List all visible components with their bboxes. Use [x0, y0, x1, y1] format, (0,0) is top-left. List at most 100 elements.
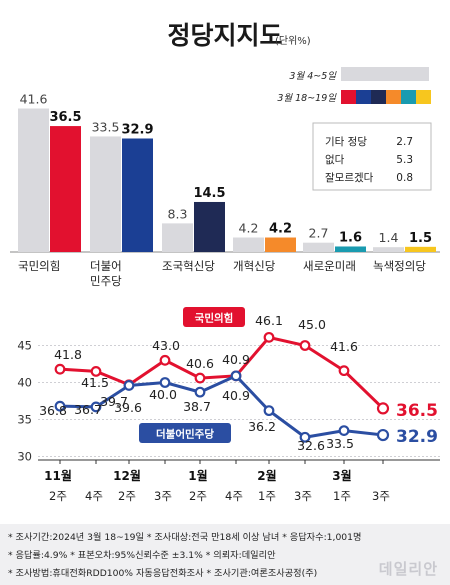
bar-prev-0	[18, 108, 49, 252]
legend-prev-swatch	[341, 67, 429, 81]
x-minor-label-1: 4주	[85, 489, 103, 503]
bar-curr-1	[122, 138, 153, 252]
series-point-1-5	[232, 372, 241, 381]
x-minor-label-3: 3주	[154, 489, 172, 503]
bar-curr-5	[405, 247, 436, 252]
bar-category-label-4-0: 새로운미래	[303, 259, 356, 273]
y-tick-35: 35	[17, 413, 32, 427]
bar-prev-label-2: 8.3	[168, 206, 188, 221]
legend-curr-label: 3월 18~19일	[277, 93, 337, 104]
ppp-value-label-4: 40.6	[186, 356, 214, 371]
series-point-1-2	[125, 381, 134, 390]
watermark-logo: 데일리안	[379, 558, 438, 579]
series-point-0-3	[161, 356, 170, 365]
bar-category-label-2-0: 조국혁신당	[162, 259, 215, 273]
others-box: 기타 정당 2.7 없다 5.3 잘모르겠다 0.8	[313, 123, 431, 190]
x-major-label-0: 11월	[44, 468, 72, 483]
bar-category-label-1-1: 민주당	[90, 274, 122, 288]
legend-prev-label: 3월 4~5일	[289, 71, 337, 82]
bar-curr-4	[335, 246, 366, 252]
bar-prev-label-4: 2.7	[309, 226, 329, 241]
series-point-0-6	[265, 333, 274, 342]
series-point-1-8	[340, 426, 349, 435]
series-point-0-4	[196, 374, 205, 383]
bar-curr-label-4: 1.6	[339, 230, 362, 245]
bar-curr-label-3: 4.2	[269, 222, 292, 237]
x-minor-label-6: 1주	[258, 489, 276, 503]
bar-prev-4	[303, 243, 334, 252]
bar-category-label-0-0: 국민의힘	[18, 259, 60, 273]
ppp-value-label-3: 43.0	[152, 338, 180, 353]
chart-title: 정당지지도	[167, 21, 282, 50]
bar-curr-0	[50, 126, 81, 252]
x-major-label-6: 2월	[257, 468, 276, 483]
dem-value-label-7: 32.6	[297, 438, 325, 453]
bar-prev-1	[90, 136, 121, 252]
legend-swatch-0	[341, 90, 356, 104]
dem-badge-label: 더불어민주당	[156, 428, 214, 441]
legend-swatch-3	[386, 90, 401, 104]
series-point-0-9	[378, 403, 388, 413]
bar-curr-label-5: 1.5	[409, 231, 432, 246]
legend: 3월 4~5일 3월 18~19일	[277, 67, 431, 104]
ppp-badge-label: 국민의힘	[195, 312, 234, 325]
x-minor-label-2: 2주	[118, 489, 136, 503]
bar-category-label-1-0: 더불어	[90, 259, 122, 273]
dem-value-label-2: 39.6	[114, 400, 142, 415]
series-point-1-4	[196, 388, 205, 397]
bar-prev-label-3: 4.2	[239, 221, 259, 236]
ppp-value-label-1: 41.5	[81, 375, 109, 390]
dem-value-label-8: 33.5	[326, 436, 354, 451]
x-minor-label-9: 3주	[372, 489, 390, 503]
footer-line-3: * 조사방법:휴대전화RDD100% 자동응답전화조사 * 조사기관:여론조사공…	[8, 565, 317, 579]
dem-value-label-6: 36.2	[248, 419, 276, 434]
footer-line-2: * 응답률:4.9% * 표본오차:95%신뢰수준 ±3.1% * 의뢰자:데일…	[8, 547, 276, 561]
footer-line-1: * 조사기간:2024년 3월 18~19일 * 조사대상:전국 만18세 이상…	[8, 529, 361, 543]
x-minor-label-4: 2주	[189, 489, 207, 503]
bar-prev-label-0: 41.6	[20, 91, 48, 106]
ppp-last-value: 36.5	[396, 401, 438, 421]
others-value-1: 2.7	[396, 136, 413, 148]
others-value-3: 0.8	[396, 172, 413, 184]
others-value-2: 5.3	[396, 154, 413, 166]
bar-prev-label-5: 1.4	[379, 230, 399, 245]
ppp-value-label-5: 40.9	[222, 352, 250, 367]
ppp-value-label-8: 41.6	[330, 339, 358, 354]
party-support-chart: 정당지지도 (단위%) 3월 4~5일 3월 18~19일 기타 정당 2.7 …	[0, 0, 450, 524]
series-point-1-6	[265, 406, 274, 415]
legend-curr-swatches	[341, 90, 431, 104]
legend-swatch-1	[356, 90, 371, 104]
ppp-value-label-0: 41.8	[54, 347, 82, 362]
footer: * 조사기간:2024년 3월 18~19일 * 조사대상:전국 만18세 이상…	[0, 524, 450, 585]
x-minor-label-5: 4주	[225, 489, 243, 503]
x-major-label-2: 12월	[113, 468, 141, 483]
others-label-2: 없다	[325, 153, 345, 166]
series-point-0-0	[56, 365, 65, 374]
x-minor-label-8: 1주	[333, 489, 351, 503]
bar-curr-label-1: 32.9	[121, 122, 153, 137]
line-chart: 30 35 40 45 41.8 41.5 39.7 43.0 40.6 40.9 46.1 45.0…	[17, 307, 440, 503]
bar-category-label-3-0: 개혁신당	[233, 259, 276, 273]
bar-prev-label-1: 33.5	[92, 119, 120, 134]
bar-curr-label-2: 14.5	[193, 186, 225, 201]
legend-swatch-2	[371, 90, 386, 104]
x-minor-label-0: 2주	[49, 489, 67, 503]
x-minor-label-7: 3주	[294, 489, 312, 503]
x-major-label-8: 3월	[332, 468, 351, 483]
x-major-label-4: 1월	[188, 468, 207, 483]
y-tick-45: 45	[17, 339, 32, 353]
bar-prev-5	[373, 247, 404, 252]
y-tick-30: 30	[17, 450, 32, 464]
series-point-1-3	[161, 378, 170, 387]
unit-label: (단위%)	[275, 34, 311, 47]
dem-value-label-1: 36.7	[74, 402, 102, 417]
legend-swatch-4	[401, 90, 416, 104]
ppp-value-label-6: 46.1	[255, 313, 283, 328]
series-point-0-8	[340, 366, 349, 375]
bar-prev-3	[233, 238, 264, 252]
y-tick-40: 40	[17, 376, 32, 390]
series-point-0-7	[301, 341, 310, 350]
dem-value-label-5: 40.9	[222, 388, 250, 403]
others-label-1: 기타 정당	[325, 136, 367, 148]
bar-category-label-5-0: 녹색정의당	[373, 259, 426, 273]
